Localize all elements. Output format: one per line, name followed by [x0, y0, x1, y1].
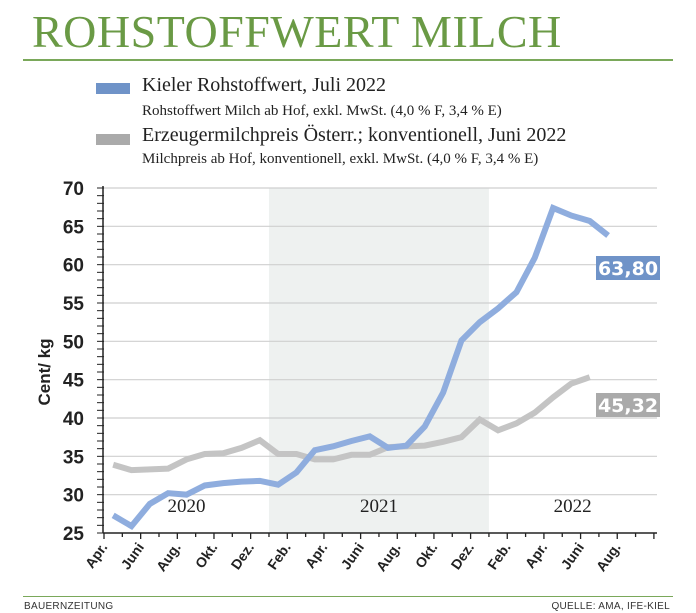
x-tick-label: Apr. [302, 540, 331, 571]
legend-label-kieler: Kieler Rohstoffwert, Juli 2022 [142, 74, 387, 96]
title-rule [23, 59, 673, 61]
legend-swatch-kieler [96, 83, 130, 94]
x-tick-label: Dez. [447, 540, 477, 573]
y-tick-label: 60 [63, 256, 84, 277]
end-value-box [596, 393, 660, 417]
y-tick-label: 65 [63, 217, 85, 238]
end-value-box [596, 256, 660, 280]
x-tick-label: Apr. [82, 540, 111, 571]
y-tick-label: 40 [63, 409, 84, 430]
y-tick-label: 30 [63, 486, 84, 507]
y-tick-label: 25 [63, 524, 85, 545]
x-tick-label: Aug. [593, 540, 624, 575]
year-label-2020: 2020 [167, 496, 205, 517]
year-label-2022: 2022 [554, 496, 592, 517]
chart-title: ROHSTOFFWERT MILCH [32, 6, 562, 57]
legend-swatch-erzeuger [96, 134, 130, 145]
x-tick-label: Aug. [153, 540, 184, 575]
y-tick-label: 50 [63, 332, 84, 353]
x-tick-label: Feb. [264, 540, 294, 573]
y-tick-label: 35 [63, 447, 85, 468]
y-axis-label: Cent/ kg [35, 338, 54, 405]
legend-label-erzeuger: Erzeugermilchpreis Österr.; konventionel… [142, 124, 567, 146]
x-tick-label: Feb. [484, 540, 514, 573]
series-line-kieler [111, 203, 610, 530]
x-tick-label: Juni [337, 540, 367, 573]
x-tick-label: Apr. [522, 540, 551, 571]
footer-source: QUELLE: AMA, IFE-KIEL [551, 601, 670, 612]
end-value-label: 45,32 [598, 395, 658, 417]
end-value-label: 63,80 [598, 258, 658, 280]
x-tick-label: Dez. [227, 540, 257, 573]
year-label-2021: 2021 [360, 496, 398, 517]
y-tick-label: 70 [63, 179, 84, 200]
y-tick-label: 45 [63, 371, 85, 392]
footer-publisher: BAUERNZEITUNG [24, 601, 114, 612]
x-tick-label: Okt. [192, 540, 221, 571]
x-tick-label: Okt. [412, 540, 441, 571]
x-tick-label: Aug. [373, 540, 404, 575]
legend-desc-erzeuger: Milchpreis ab Hof, konventionell, exkl. … [142, 151, 539, 167]
x-tick-label: Juni [557, 540, 587, 573]
legend-desc-kieler: Rohstoffwert Milch ab Hof, exkl. MwSt. (… [142, 103, 502, 119]
footer-rule [23, 596, 673, 597]
x-tick-label: Juni [118, 540, 148, 573]
y-tick-label: 55 [63, 294, 85, 315]
